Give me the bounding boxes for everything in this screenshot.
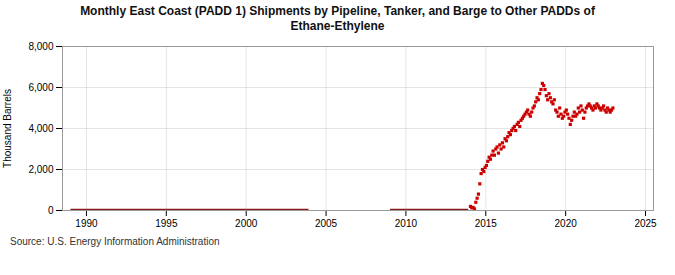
svg-text:6,000: 6,000 — [28, 82, 53, 93]
svg-text:1990: 1990 — [75, 218, 98, 229]
svg-text:1995: 1995 — [155, 218, 178, 229]
svg-text:2020: 2020 — [555, 218, 578, 229]
html-text:Monthly East Coast (PADD 1) Sh: Monthly East Coast (PADD 1) Shipments by… — [80, 4, 595, 33]
svg-text:2005: 2005 — [315, 218, 338, 229]
svg-text:2015: 2015 — [475, 218, 498, 229]
svg-text:2000: 2000 — [235, 218, 258, 229]
svg-text:4,000: 4,000 — [28, 123, 53, 134]
svg-text:0: 0 — [48, 205, 54, 216]
svg-text:8,000: 8,000 — [28, 41, 53, 52]
svg-text:Thousand Barrels: Thousand Barrels — [2, 89, 13, 168]
svg-text:2,000: 2,000 — [28, 164, 53, 175]
svg-text:2025: 2025 — [634, 218, 657, 229]
svg-text:2010: 2010 — [395, 218, 418, 229]
html-text:Source: U.S. Energy Informatio: Source: U.S. Energy Information Administ… — [10, 236, 220, 247]
